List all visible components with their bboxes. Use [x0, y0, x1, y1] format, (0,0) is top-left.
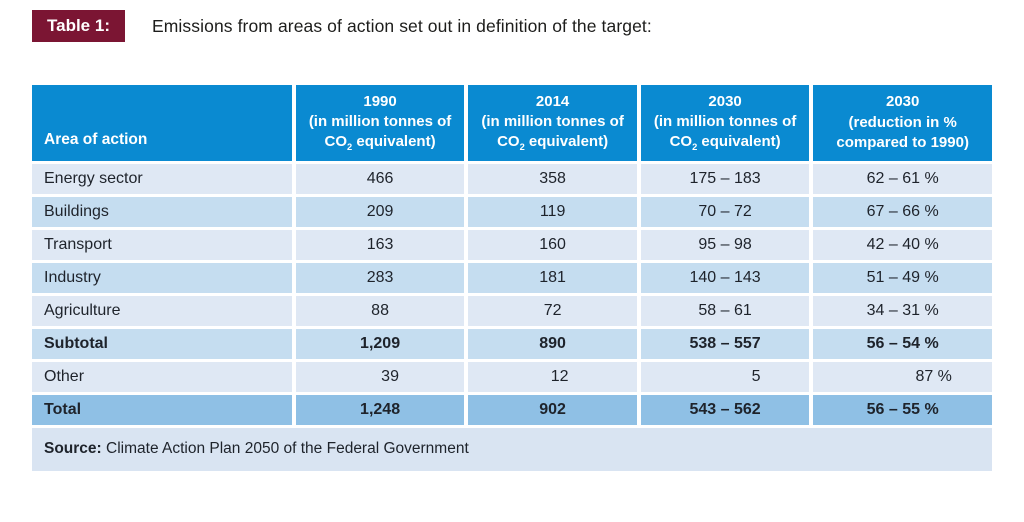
table-caption: Table 1: Emissions from areas of action …	[32, 10, 1024, 42]
header-unit-line: (in million tonnes of	[481, 112, 624, 130]
cell-1990: 1,248	[291, 391, 469, 428]
cell-2014: 181	[464, 259, 641, 296]
table-row-transport: Transport 163 160 95 – 98 42 – 40 %	[32, 226, 992, 263]
cell-2030: 175 – 183	[636, 160, 814, 197]
row-label: Agriculture	[32, 292, 296, 329]
table-row-energy-sector: Energy sector 466 358 175 – 183 62 – 61 …	[32, 160, 992, 197]
source-text: Climate Action Plan 2050 of the Federal …	[101, 440, 469, 458]
source-label: Source:	[44, 440, 102, 458]
cell-2030: 58 – 61	[636, 292, 814, 329]
cell-1990: 39	[291, 358, 469, 395]
cell-reduction: 56 – 54 %	[809, 325, 992, 362]
header-co2-line: CO2 equivalent)	[324, 133, 436, 153]
table-caption-text: Emissions from areas of action set out i…	[151, 15, 652, 36]
cell-reduction: 56 – 55 %	[809, 391, 992, 428]
cell-reduction: 34 – 31 %	[809, 292, 992, 329]
cell-1990: 1,209	[291, 325, 469, 362]
header-row: Area of action 1990 (in million tonnes o…	[32, 85, 992, 164]
row-label: Buildings	[32, 193, 296, 230]
header-year-2030-reduction: 2030	[885, 93, 920, 111]
table-number-badge: Table 1:	[32, 10, 125, 42]
row-label: Industry	[32, 259, 296, 296]
cell-1990: 283	[291, 259, 469, 296]
cell-2014: 890	[464, 325, 641, 362]
cell-2014: 358	[464, 160, 641, 197]
cell-2014: 160	[464, 226, 641, 263]
cell-reduction: 62 – 61 %	[809, 160, 992, 197]
column-header-2014: 2014 (in million tonnes of CO2 equivalen…	[464, 85, 641, 164]
row-label: Energy sector	[32, 160, 296, 197]
table-header: Area of action 1990 (in million tonnes o…	[32, 85, 992, 164]
cell-2014: 902	[464, 391, 641, 428]
table-row-other: Other 39 12 5 87 %	[32, 358, 992, 395]
cell-2030: 543 – 562	[636, 391, 814, 428]
column-header-2030: 2030 (in million tonnes of CO2 equivalen…	[636, 85, 814, 164]
cell-reduction: 67 – 66 %	[809, 193, 992, 230]
table-row-agriculture: Agriculture 88 72 58 – 61 34 – 31 %	[32, 292, 992, 329]
header-year-1990: 1990	[363, 92, 397, 110]
table-row-buildings: Buildings 209 119 70 – 72 67 – 66 %	[32, 193, 992, 230]
header-co2-line: CO2 equivalent)	[669, 133, 781, 153]
table-source-row: Source: Climate Action Plan 2050 of the …	[32, 424, 992, 471]
cell-2030: 140 – 143	[636, 259, 814, 296]
cell-1990: 466	[291, 160, 469, 197]
header-co2-line: CO2 equivalent)	[497, 133, 609, 153]
cell-2030: 70 – 72	[636, 193, 814, 230]
table-row-industry: Industry 283 181 140 – 143 51 – 49 %	[32, 259, 992, 296]
header-year-2030: 2030	[708, 92, 742, 110]
header-year-2014: 2014	[535, 92, 570, 110]
table-body: Energy sector 466 358 175 – 183 62 – 61 …	[32, 160, 992, 471]
source-cell: Source: Climate Action Plan 2050 of the …	[32, 424, 992, 471]
row-label: Transport	[32, 226, 296, 263]
cell-2030: 5	[636, 358, 814, 395]
table-row-total: Total 1,248 902 543 – 562 56 – 55 %	[32, 391, 992, 428]
column-header-area-of-action: Area of action	[32, 85, 296, 164]
emissions-table: Area of action 1990 (in million tonnes o…	[32, 85, 992, 471]
cell-2030: 538 – 557	[636, 325, 814, 362]
row-label: Total	[32, 391, 296, 428]
header-unit-line: (in million tonnes of	[308, 112, 452, 130]
header-reduction-line2: compared to 1990)	[836, 133, 969, 151]
cell-1990: 163	[291, 226, 469, 263]
header-reduction-line: (reduction in %	[848, 113, 957, 131]
cell-reduction: 87 %	[809, 358, 992, 395]
cell-2014: 72	[464, 292, 641, 329]
column-header-1990: 1990 (in million tonnes of CO2 equivalen…	[291, 85, 469, 164]
cell-2014: 119	[464, 193, 641, 230]
cell-2030: 95 – 98	[636, 226, 814, 263]
emissions-table-container: Area of action 1990 (in million tonnes o…	[32, 85, 992, 471]
header-unit-line: (in million tonnes of	[653, 112, 797, 130]
cell-1990: 88	[291, 292, 469, 329]
cell-1990: 209	[291, 193, 469, 230]
cell-2014: 12	[464, 358, 641, 395]
row-label: Subtotal	[32, 325, 296, 362]
cell-reduction: 42 – 40 %	[809, 226, 992, 263]
row-label: Other	[32, 358, 296, 395]
table-row-subtotal: Subtotal 1,209 890 538 – 557 56 – 54 %	[32, 325, 992, 362]
cell-reduction: 51 – 49 %	[809, 259, 992, 296]
column-header-2030-reduction: 2030 (reduction in % compared to 1990)	[809, 85, 992, 164]
